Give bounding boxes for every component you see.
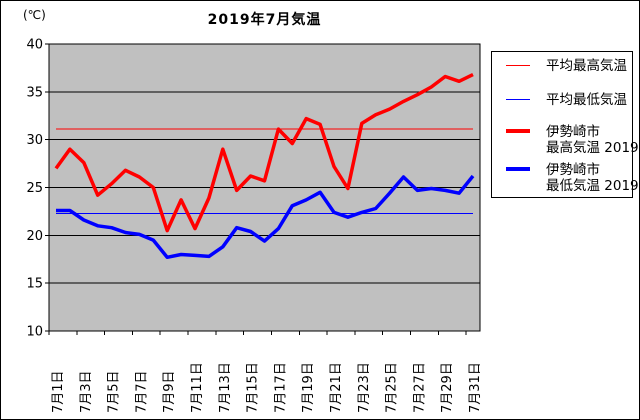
x-tick-label: 7月11日 <box>190 362 205 413</box>
x-tick-label: 7月1日 <box>51 370 66 413</box>
min-2019-line-swatch <box>506 167 530 171</box>
x-tick-label: 7月25日 <box>385 362 400 413</box>
legend-item-avg-max: 平均最高気温 <box>506 58 627 74</box>
x-tick-label: 7月3日 <box>79 370 94 413</box>
legend-label-min-2019-metric: 最低気温 2019 <box>546 178 639 194</box>
y-tick-label: 25 <box>26 181 43 196</box>
x-tick-label: 7月7日 <box>134 370 149 413</box>
legend: 平均最高気温 平均最低気温 伊勢崎市 最高気温 2019 伊勢崎市 最低気温 2… <box>491 51 639 198</box>
legend-item-min-2019: 伊勢崎市 最低気温 2019 <box>506 162 639 194</box>
x-tick-label: 7月15日 <box>246 362 261 413</box>
y-axis-unit-label: (℃) <box>23 8 46 22</box>
series-line-0 <box>54 73 474 233</box>
legend-label-min-2019-city: 伊勢崎市 <box>546 162 600 178</box>
x-tick-label: 7月31日 <box>468 362 483 413</box>
max-2019-line-swatch <box>506 129 530 133</box>
y-tick-label: 10 <box>26 325 43 340</box>
x-tick-label: 7月23日 <box>357 362 372 413</box>
legend-item-avg-min: 平均最低気温 <box>506 92 627 108</box>
legend-item-max-2019: 伊勢崎市 最高気温 2019 <box>506 124 639 156</box>
y-tick-label: 30 <box>26 133 43 148</box>
avg-max-line-swatch <box>506 65 530 66</box>
plot-border <box>48 43 481 332</box>
legend-label-avg-max: 平均最高気温 <box>546 58 627 74</box>
chart-title: 2019年7月気温 <box>207 12 322 28</box>
x-tick-label: 7月17日 <box>273 362 288 413</box>
x-tick-label: 7月9日 <box>162 370 177 413</box>
avg-min-line-swatch <box>506 99 530 100</box>
legend-label-avg-min: 平均最低気温 <box>546 92 627 108</box>
x-tick-label: 7月27日 <box>412 362 427 413</box>
legend-label-max-2019-city: 伊勢崎市 <box>546 124 600 140</box>
legend-label-max-2019-metric: 最高気温 2019 <box>546 140 639 156</box>
x-tick-label: 7月19日 <box>301 362 316 413</box>
y-tick-label: 40 <box>26 38 43 53</box>
y-tick-label: 35 <box>26 85 43 100</box>
y-tick-label: 20 <box>26 229 43 244</box>
series-line-1 <box>56 174 475 260</box>
x-tick-label: 7月5日 <box>107 370 122 413</box>
x-tick-label: 7月13日 <box>218 362 233 413</box>
x-tick-label: 7月29日 <box>440 362 455 413</box>
x-tick-label: 7月21日 <box>329 362 344 413</box>
y-tick-label: 15 <box>26 277 43 292</box>
